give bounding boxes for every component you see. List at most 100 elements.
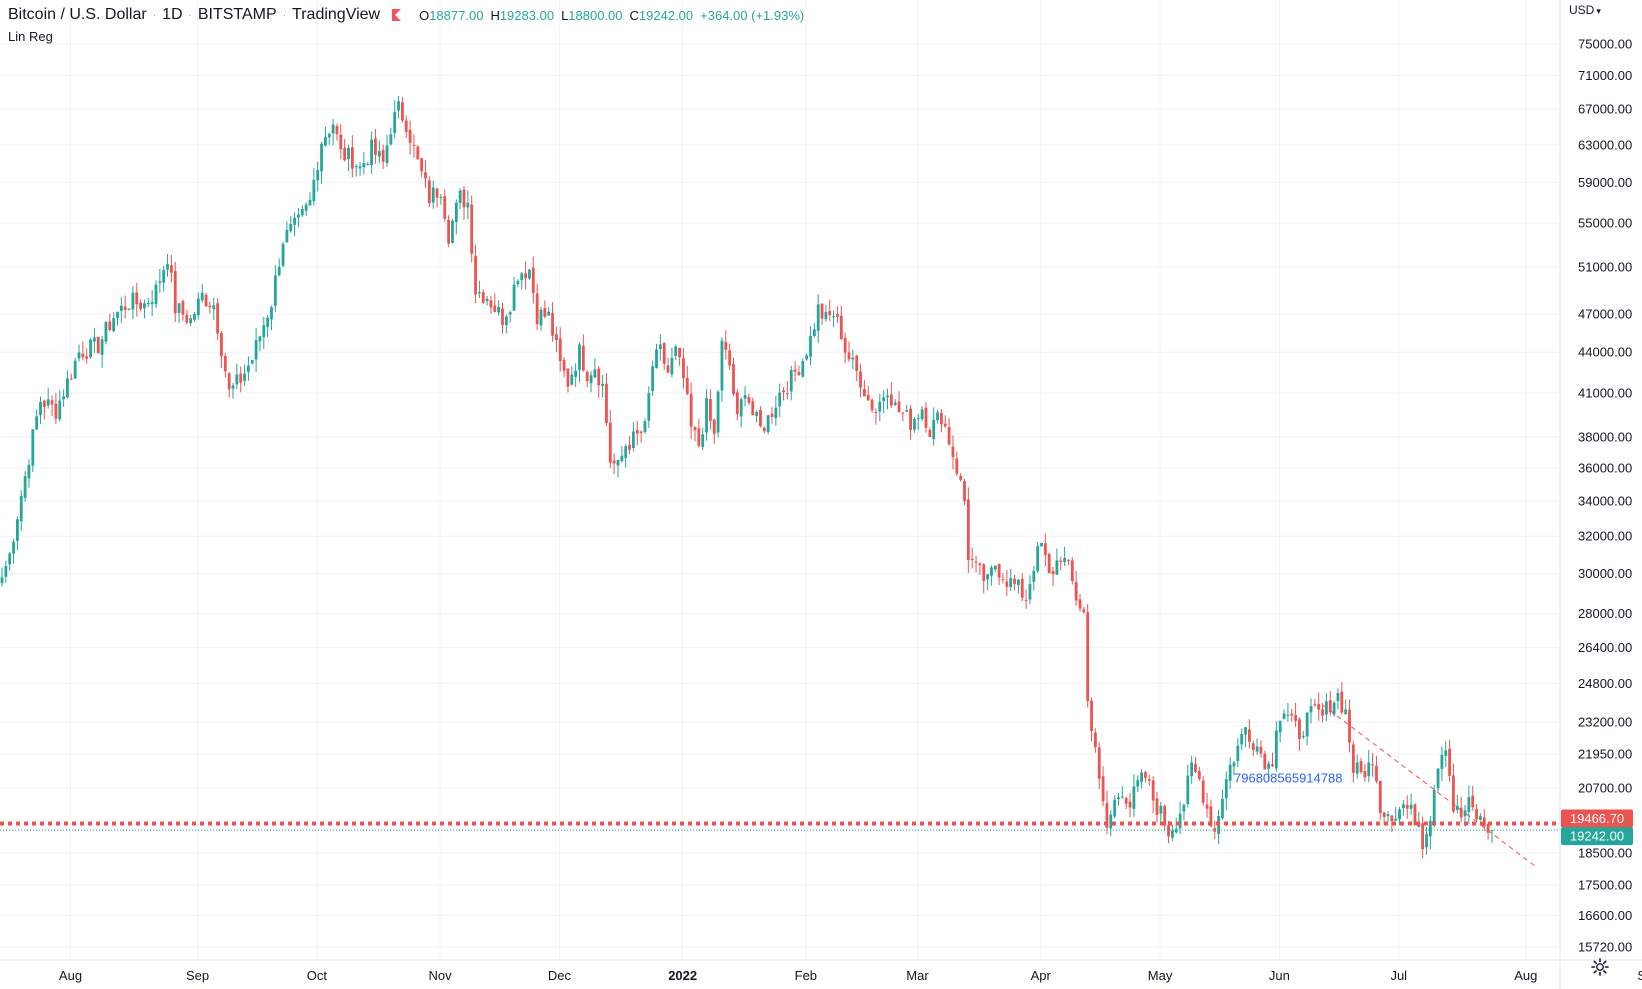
symbol-name[interactable]: Bitcoin / U.S. Dollar xyxy=(8,6,147,23)
y-tick-label: 18500.00 xyxy=(1578,845,1632,860)
candle-body xyxy=(266,317,270,328)
candle-body xyxy=(716,391,720,433)
candle-body xyxy=(535,293,539,325)
candle-body xyxy=(443,196,447,219)
candle-body xyxy=(1067,559,1070,561)
y-tick-label: 38000.00 xyxy=(1578,429,1632,444)
high-key: H xyxy=(490,7,500,23)
candle-body xyxy=(732,363,735,395)
candle-body xyxy=(431,187,435,203)
candle-body xyxy=(501,308,504,326)
currency-selector[interactable]: USD ▾ xyxy=(1569,3,1601,17)
candle-body xyxy=(127,308,131,310)
candle-body xyxy=(951,446,955,458)
candle-body xyxy=(1244,727,1247,735)
y-tick-label: 41000.00 xyxy=(1578,386,1632,401)
candle-body xyxy=(304,204,308,211)
candle-body xyxy=(562,359,566,371)
candle-body xyxy=(570,374,574,385)
candle-body xyxy=(1463,810,1467,817)
candle-body xyxy=(374,138,377,155)
candle-body xyxy=(1032,570,1036,582)
candle-body xyxy=(1017,579,1020,586)
x-tick-label: Mar xyxy=(906,968,929,983)
candle-body xyxy=(1486,824,1490,833)
candle-body xyxy=(331,124,335,134)
candle-body xyxy=(289,223,293,232)
candle-body xyxy=(62,396,65,400)
interval-label[interactable]: 1D xyxy=(162,6,183,23)
candle-body xyxy=(1274,730,1278,769)
indicator-legend-lin-reg[interactable]: Lin Reg xyxy=(8,29,53,44)
candle-body xyxy=(1097,747,1101,779)
candle-body xyxy=(39,401,42,416)
separator-dot: · xyxy=(152,9,157,21)
candle-body xyxy=(131,292,135,310)
candle-body xyxy=(1421,823,1425,850)
candle-body xyxy=(377,151,381,157)
y-tick-label: 26400.00 xyxy=(1578,640,1632,655)
y-tick-label: 20700.00 xyxy=(1578,780,1632,795)
candle-body xyxy=(1355,762,1359,774)
symbol-legend[interactable]: Bitcoin / U.S. Dollar · 1D · BITSTAMP · … xyxy=(8,4,804,26)
candle-body xyxy=(454,202,458,223)
candle-body xyxy=(547,311,551,316)
x-tick-label: Nov xyxy=(429,968,453,983)
candle-body xyxy=(955,458,959,474)
candle-body xyxy=(1294,714,1297,721)
candle-body xyxy=(693,426,697,431)
candle-body xyxy=(1317,704,1321,710)
y-tick-label: 71000.00 xyxy=(1578,68,1632,83)
candle-body xyxy=(809,336,812,357)
candle-body xyxy=(54,403,58,419)
candle-body xyxy=(805,355,809,360)
candle-body xyxy=(1402,804,1405,809)
candle-body xyxy=(439,197,443,199)
candle-body xyxy=(177,303,181,313)
candle-body xyxy=(16,519,19,541)
flag-icon[interactable] xyxy=(392,9,405,21)
y-tick-label: 36000.00 xyxy=(1578,461,1632,476)
candle-body xyxy=(1351,744,1355,773)
x-tick-label: May xyxy=(1148,968,1173,983)
x-tick-label: Oct xyxy=(307,968,328,983)
candle-body xyxy=(412,144,416,146)
candle-body xyxy=(1359,761,1363,773)
candle-body xyxy=(258,336,262,342)
gear-icon[interactable] xyxy=(1590,957,1610,977)
candle-body xyxy=(682,358,685,379)
y-tick-label: 15720.00 xyxy=(1578,940,1632,955)
candle-body xyxy=(1263,753,1267,770)
candle-body xyxy=(1055,560,1059,575)
candle-body xyxy=(8,553,12,565)
candle-body xyxy=(886,395,889,398)
candle-body xyxy=(85,356,89,359)
candle-body xyxy=(551,312,554,336)
candle-body xyxy=(385,145,389,164)
candle-body xyxy=(1251,743,1255,750)
candle-body xyxy=(427,180,431,204)
candle-body xyxy=(335,125,339,135)
low-key: L xyxy=(561,7,569,23)
candle-body xyxy=(370,139,373,165)
candle-body xyxy=(539,309,543,326)
candle-body xyxy=(220,332,223,357)
candle-body xyxy=(528,269,531,279)
candle-body xyxy=(666,365,670,373)
candle-body xyxy=(839,315,843,340)
candle-body xyxy=(709,399,712,421)
candle-body xyxy=(1028,583,1032,600)
candle-body xyxy=(855,355,859,371)
candle-body xyxy=(347,147,350,160)
candle-body xyxy=(866,394,870,401)
candle-body xyxy=(959,475,963,480)
candle-body xyxy=(940,412,943,425)
candle-body xyxy=(1348,709,1351,743)
candle-body xyxy=(581,345,585,371)
separator-dot: · xyxy=(282,9,287,21)
candle-body xyxy=(173,271,177,314)
candle-body xyxy=(747,397,751,403)
candle-body xyxy=(320,143,323,172)
candle-body xyxy=(997,563,1001,578)
